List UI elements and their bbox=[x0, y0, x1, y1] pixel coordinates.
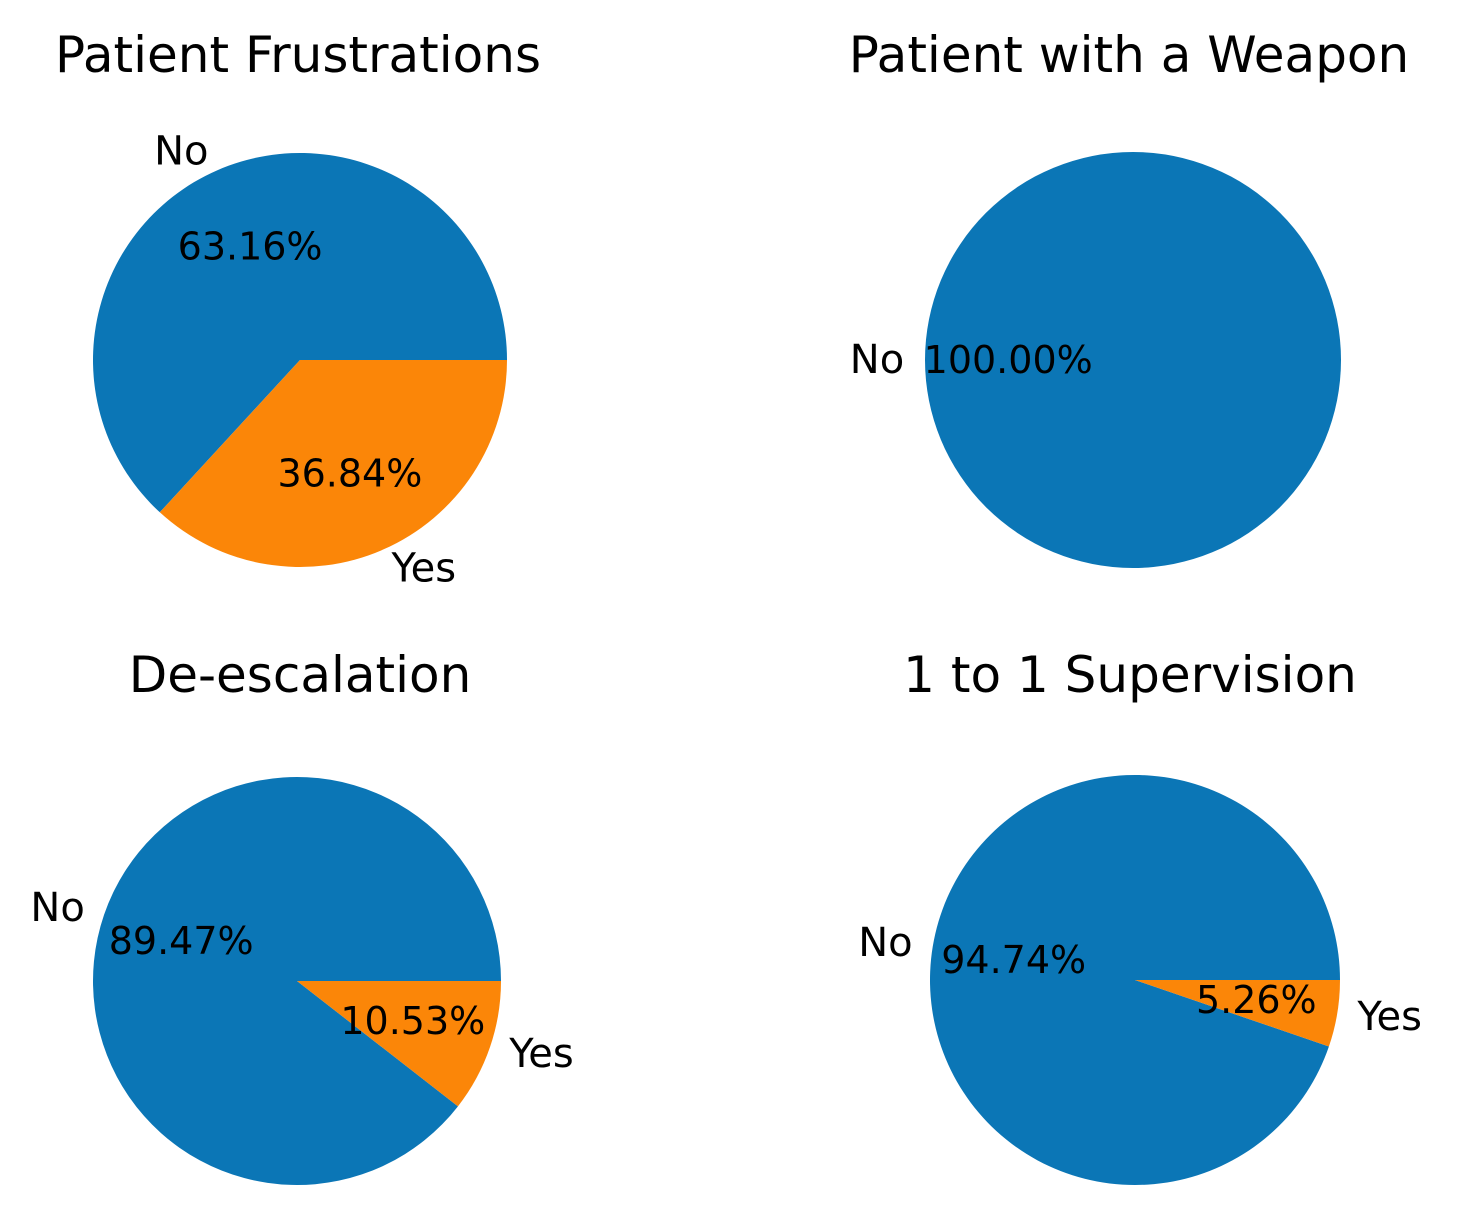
pie-category-label-yes: Yes bbox=[391, 546, 457, 592]
pie-slice-yes bbox=[1135, 980, 1341, 1047]
pie-pct-label-no: 63.16% bbox=[178, 224, 323, 268]
pie-slice-no bbox=[93, 777, 501, 1186]
pie-pct-label-no: 100.00% bbox=[924, 338, 1093, 382]
pie-slice-yes bbox=[297, 981, 501, 1107]
pie-category-label-yes: Yes bbox=[1356, 994, 1422, 1040]
pie-category-label-no: No bbox=[858, 920, 912, 966]
pie-chart-patient-with-a-weapon: 100.00% No bbox=[850, 152, 1341, 568]
pie-slice-no bbox=[930, 775, 1340, 1186]
chart-title-de-escalation: De-escalation bbox=[128, 646, 472, 704]
chart-title-1-to-1-supervision: 1 to 1 Supervision bbox=[903, 646, 1357, 704]
pie-category-label-no: No bbox=[154, 129, 208, 175]
pie-pct-label-no: 94.74% bbox=[941, 938, 1086, 982]
pie-category-label-no: No bbox=[30, 885, 84, 931]
chart-title-patient-frustrations: Patient Frustrations bbox=[54, 26, 542, 84]
pie-slice-no bbox=[92, 152, 508, 513]
pie-pct-label-yes: 5.26% bbox=[1196, 978, 1317, 1022]
chart-title-patient-with-a-weapon: Patient with a Weapon bbox=[848, 26, 1410, 84]
pie-pct-label-no: 89.47% bbox=[109, 919, 254, 963]
pie-chart-patient-frustrations: 63.16% No 36.84% Yes bbox=[92, 129, 508, 592]
pie-chart-de-escalation: 89.47% No 10.53% Yes bbox=[30, 777, 574, 1186]
pie-slice-yes bbox=[159, 360, 507, 567]
pie-pct-label-yes: 36.84% bbox=[277, 452, 422, 496]
pie-chart-1-to-1-supervision: 94.74% No 5.26% Yes bbox=[858, 775, 1422, 1186]
pie-pct-label-yes: 10.53% bbox=[340, 999, 485, 1043]
pie-category-label-no: No bbox=[850, 337, 904, 383]
pie-category-label-yes: Yes bbox=[508, 1031, 574, 1077]
pie-slice-no bbox=[925, 152, 1341, 568]
